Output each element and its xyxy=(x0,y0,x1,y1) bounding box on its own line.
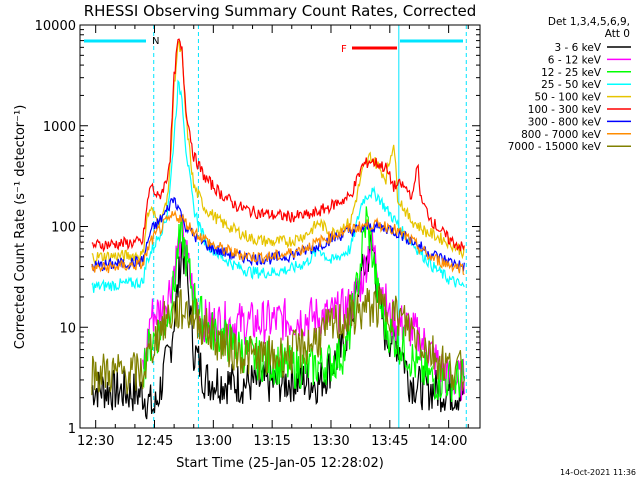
legend-entry-label: 100 - 300 keV xyxy=(528,104,602,116)
legend-entry-label: 3 - 6 keV xyxy=(554,42,601,54)
x-tick-label: 12:30 xyxy=(77,434,114,449)
x-tick-label: 14:00 xyxy=(430,434,467,449)
series-line-6 xyxy=(91,196,465,272)
chart-title: RHESSI Observing Summary Count Rates, Co… xyxy=(84,2,477,20)
generation-timestamp: 14-Oct-2021 11:36 xyxy=(560,468,636,477)
plot-area: NF xyxy=(84,25,467,428)
x-tick-label: 13:15 xyxy=(253,434,290,449)
series-line-8 xyxy=(91,285,465,396)
legend-header-line: Att 0 xyxy=(605,28,630,40)
legend-entry-label: 7000 - 15000 keV xyxy=(508,141,602,153)
series-line-3 xyxy=(91,79,465,293)
legend-entry-label: 300 - 800 keV xyxy=(528,116,602,128)
legend-entry-label: 25 - 50 keV xyxy=(541,79,602,91)
night-marker-label: N xyxy=(152,36,159,47)
y-tick-label: 100 xyxy=(51,221,76,236)
series-line-4 xyxy=(91,40,465,265)
x-axis-label: Start Time (25-Jan-05 12:28:02) xyxy=(176,456,384,471)
x-tick-label: 13:30 xyxy=(312,434,349,449)
legend-header-line: Det 1,3,4,5,6,9, xyxy=(548,16,630,28)
series-line-5 xyxy=(91,38,465,253)
y-axis-label: Corrected Count Rate (s⁻¹ detector⁻¹) xyxy=(13,105,28,350)
x-tick-label: 13:00 xyxy=(195,434,232,449)
legend-entry-label: 50 - 100 keV xyxy=(534,92,601,104)
legend-entry-label: 6 - 12 keV xyxy=(548,54,602,66)
legend-entry-label: 800 - 7000 keV xyxy=(521,129,602,141)
x-tick-label: 12:45 xyxy=(136,434,173,449)
axes: 1 10 100 1000 10000 12:30 12:45 13:00 13:15 13:30… xyxy=(35,19,481,449)
series-line-7 xyxy=(91,209,465,276)
y-tick-label: 10000 xyxy=(35,19,76,34)
y-tick-label: 1 xyxy=(68,422,76,437)
flare-marker-label: F xyxy=(341,44,347,55)
y-tick-label: 1000 xyxy=(43,120,76,135)
x-tick-label: 13:45 xyxy=(371,434,408,449)
legend-entry-label: 12 - 25 keV xyxy=(541,67,602,79)
y-tick-label: 10 xyxy=(59,321,76,336)
